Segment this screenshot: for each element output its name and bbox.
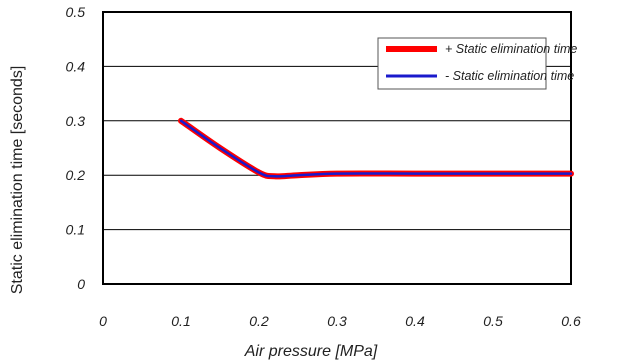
x-tick-label: 0.3 bbox=[327, 313, 347, 329]
y-tick-label: 0.2 bbox=[66, 167, 86, 183]
x-tick-label: 0.2 bbox=[249, 313, 269, 329]
y-tick-label: 0 bbox=[77, 276, 85, 292]
x-tick-label: 0.4 bbox=[405, 313, 425, 329]
y-axis-title: Static elimination time [seconds] bbox=[9, 66, 26, 295]
y-tick-label: 0.1 bbox=[66, 222, 85, 238]
y-axis-ticks: 0 0.1 0.2 0.3 0.4 0.5 bbox=[66, 4, 86, 292]
x-tick-label: 0 bbox=[99, 313, 107, 329]
legend-box bbox=[377, 37, 547, 90]
x-axis-title: Air pressure [MPa] bbox=[244, 343, 378, 360]
x-tick-label: 0.1 bbox=[171, 313, 190, 329]
y-tick-label: 0.4 bbox=[66, 58, 86, 74]
legend-label-minus: - Static elimination time bbox=[445, 69, 574, 83]
x-axis-ticks: 0 0.1 0.2 0.3 0.4 0.5 0.6 bbox=[99, 313, 581, 329]
series-line-1 bbox=[179, 119, 573, 178]
y-tick-label: 0.3 bbox=[66, 113, 86, 129]
legend: + Static elimination time - Static elimi… bbox=[377, 37, 577, 90]
plot-border bbox=[102, 11, 572, 285]
x-tick-label: 0.6 bbox=[561, 313, 581, 329]
legend-label-plus: + Static elimination time bbox=[445, 42, 577, 56]
series-lines bbox=[178, 117, 574, 180]
x-tick-label: 0.5 bbox=[483, 313, 503, 329]
y-tick-label: 0.5 bbox=[66, 4, 86, 20]
